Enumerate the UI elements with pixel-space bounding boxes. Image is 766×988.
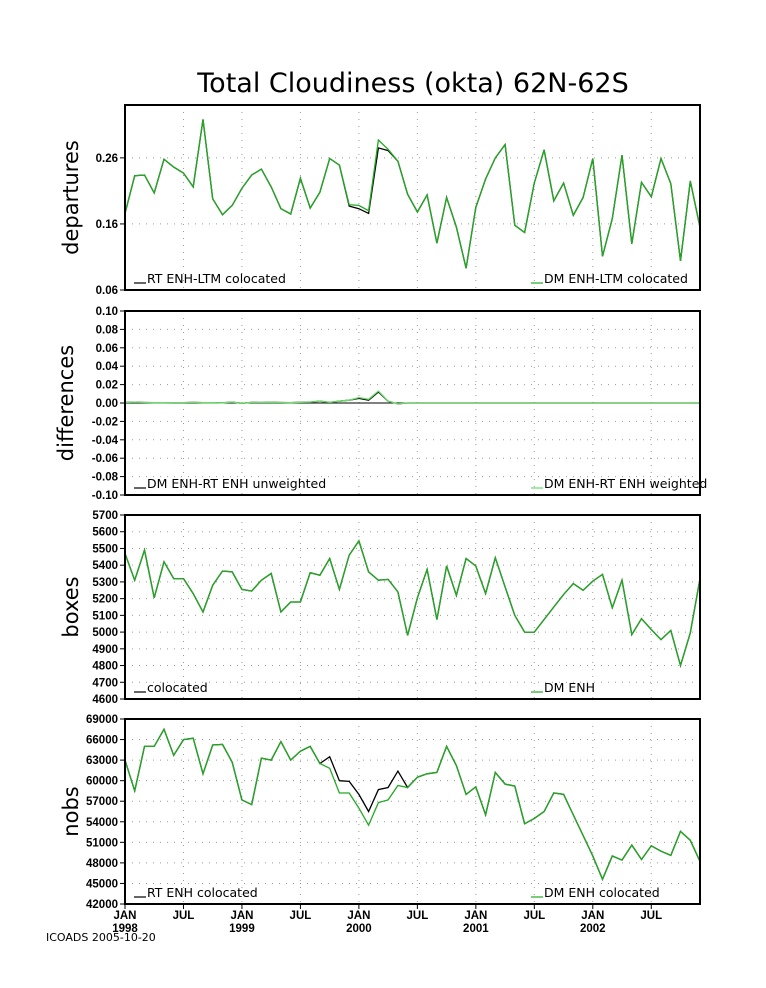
y-tick-label: 5000 xyxy=(92,627,118,639)
y-tick-label: 51000 xyxy=(86,837,118,849)
y-tick-label: -0.10 xyxy=(92,490,118,502)
y-tick-label: 5400 xyxy=(92,560,118,572)
y-tick-label: 4800 xyxy=(92,661,118,673)
y-tick-label: 0.06 xyxy=(96,285,118,297)
y-tick-label: 57000 xyxy=(86,796,118,808)
y-tick-label: 69000 xyxy=(86,714,118,726)
y-tick-label: 48000 xyxy=(86,858,118,870)
x-tick-year: 1998 xyxy=(112,923,138,935)
y-tick-label: 4700 xyxy=(92,677,118,689)
panel-frame-departures xyxy=(124,104,701,291)
series-line-boxes-1 xyxy=(124,539,701,668)
legend-label-nobs-1: DM ENH colocated xyxy=(544,885,660,900)
x-tick-year: 2000 xyxy=(346,923,372,935)
legend-label-differences-0: DM ENH-RT ENH unweighted xyxy=(147,476,326,491)
x-tick-month: JUL xyxy=(523,910,545,922)
y-tick-label: -0.06 xyxy=(92,453,118,465)
x-tick-month: JUL xyxy=(290,910,312,922)
panel-frame-nobs xyxy=(124,718,701,905)
panel-frame-boxes xyxy=(124,514,701,700)
legend-label-nobs-0: RT ENH colocated xyxy=(147,885,258,900)
y-tick-label: 4900 xyxy=(92,644,118,656)
y-tick-label: 5100 xyxy=(92,610,118,622)
y-tick-label: 0.06 xyxy=(96,343,118,355)
y-tick-label: 42000 xyxy=(86,899,118,911)
y-tick-label: 0.00 xyxy=(96,398,118,410)
y-tick-label: 5600 xyxy=(92,527,118,539)
y-tick-label: 5500 xyxy=(92,543,118,555)
legend-label-differences-1: DM ENH-RT ENH weighted xyxy=(544,476,707,491)
y-tick-label: 5200 xyxy=(92,594,118,606)
y-tick-label: 0.04 xyxy=(96,361,119,373)
y-tick-label: 4600 xyxy=(92,694,118,706)
series-line-differences-1 xyxy=(124,390,700,405)
x-tick-month: JAN xyxy=(464,910,487,922)
y-tick-label: 54000 xyxy=(86,817,118,829)
y-axis-label-boxes: boxes xyxy=(59,576,83,637)
series-line-departures-0 xyxy=(124,119,701,269)
x-tick-month: JUL xyxy=(407,910,429,922)
y-tick-label: 0.08 xyxy=(96,324,119,336)
x-tick-month: JAN xyxy=(581,910,604,922)
y-tick-label: 0.10 xyxy=(96,306,118,318)
footer-source: ICOADS 2005-10-20 xyxy=(46,931,156,944)
y-tick-label: 45000 xyxy=(86,878,118,890)
panel-differences: -0.10 -0.08 -0.06 -0.04 -0.02 0.00 0.02 0.04 0.0… xyxy=(54,306,707,502)
legend-label-boxes-1: DM ENH xyxy=(544,680,595,695)
x-tick-month: JUL xyxy=(173,910,195,922)
panel-boxes: 4600 4700 4800 4900 5000 5100 5200 5300 5400 5500… xyxy=(59,510,701,706)
chart-panels: 0.06 0.16 0.26 departures RT ENH-LTM colocat… xyxy=(54,104,707,911)
y-tick-label: 60000 xyxy=(86,776,118,788)
x-tick-month: JAN xyxy=(347,910,370,922)
chart-title: Total Cloudiness (okta) 62N-62S xyxy=(196,68,628,99)
x-tick-month: JAN xyxy=(230,910,253,922)
y-tick-label: -0.08 xyxy=(92,472,119,484)
panel-nobs: 42000 45000 48000 51000 54000 57000 60000 63000… xyxy=(59,714,701,911)
panel-departures: 0.06 0.16 0.26 departures RT ENH-LTM colocat… xyxy=(59,104,701,297)
y-tick-label: -0.04 xyxy=(92,435,119,447)
y-axis-label-nobs: nobs xyxy=(59,786,83,836)
y-tick-label: 63000 xyxy=(86,755,118,767)
legend-label-boxes-0: colocated xyxy=(147,680,208,695)
y-tick-label: 5300 xyxy=(92,577,118,589)
y-tick-label: 5700 xyxy=(92,510,118,522)
x-tick-month: JAN xyxy=(113,910,136,922)
series-line-departures-1 xyxy=(124,119,701,269)
legend-label-departures-1: DM ENH-LTM colocated xyxy=(544,271,688,286)
y-tick-label: 66000 xyxy=(86,735,118,747)
panel-frame-differences xyxy=(124,310,701,496)
y-tick-label: -0.02 xyxy=(92,416,118,428)
series-line-nobs-1 xyxy=(124,727,701,881)
x-tick-year: 1999 xyxy=(229,923,255,935)
legend-label-departures-0: RT ENH-LTM colocated xyxy=(147,271,286,286)
x-tick-year: 2001 xyxy=(463,923,489,935)
y-axis-label-departures: departures xyxy=(59,140,83,255)
y-tick-label: 0.26 xyxy=(96,153,118,165)
y-tick-label: 0.02 xyxy=(96,380,118,392)
y-tick-label: 0.16 xyxy=(96,219,118,231)
y-axis-label-differences: differences xyxy=(54,345,78,461)
x-tick-month: JUL xyxy=(640,910,662,922)
x-tick-year: 2002 xyxy=(580,923,606,935)
